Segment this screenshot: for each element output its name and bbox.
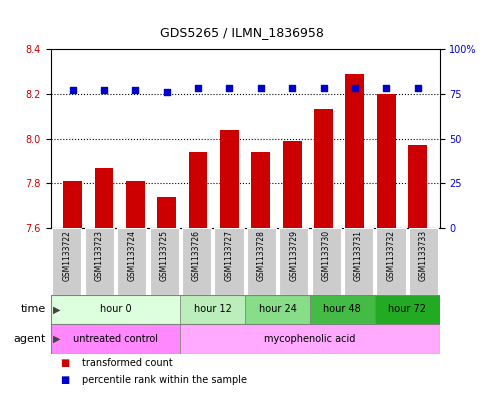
Text: GSM1133727: GSM1133727 [225,230,233,281]
Text: untreated control: untreated control [73,334,158,344]
Bar [376,228,406,295]
Point [320,85,327,92]
Point [257,85,265,92]
Text: GSM1133733: GSM1133733 [419,230,428,281]
Text: ■: ■ [60,358,70,367]
Point [163,89,170,95]
Text: GSM1133726: GSM1133726 [192,230,201,281]
Bar [180,295,245,324]
Bar [95,167,114,393]
Bar [85,228,114,295]
Bar [310,295,375,324]
Point [194,85,202,92]
Text: ■: ■ [60,375,70,385]
Text: GSM1133724: GSM1133724 [127,230,136,281]
Bar [51,324,180,354]
Text: mycophenolic acid: mycophenolic acid [264,334,355,344]
Text: hour 24: hour 24 [258,305,297,314]
Bar [345,74,364,393]
Bar [344,228,373,295]
Bar [157,196,176,393]
Bar [117,228,146,295]
Text: GSM1133732: GSM1133732 [386,230,396,281]
Text: GDS5265 / ILMN_1836958: GDS5265 / ILMN_1836958 [159,26,324,39]
Point [383,85,390,92]
Text: ▶: ▶ [53,305,61,314]
Text: time: time [21,305,46,314]
Text: GSM1133722: GSM1133722 [62,230,71,281]
Bar [220,130,239,393]
Bar [377,94,396,393]
Bar [51,295,180,324]
Bar [182,228,211,295]
Text: hour 12: hour 12 [194,305,232,314]
Point [414,85,422,92]
Point [100,87,108,94]
Point [351,85,359,92]
Bar [214,228,243,295]
Text: GSM1133725: GSM1133725 [159,230,169,281]
Bar [247,228,276,295]
Bar [189,152,208,393]
Text: GSM1133731: GSM1133731 [354,230,363,281]
Bar [126,181,145,393]
Bar [408,145,427,393]
Bar [63,181,82,393]
Text: ▶: ▶ [53,334,61,344]
Text: transformed count: transformed count [82,358,173,367]
Text: hour 72: hour 72 [388,305,426,314]
Bar [314,110,333,393]
Point [69,87,76,94]
Text: GSM1133728: GSM1133728 [257,230,266,281]
Point [226,85,233,92]
Bar [52,228,82,295]
Bar [180,324,440,354]
Point [288,85,296,92]
Bar [150,228,179,295]
Bar [279,228,308,295]
Text: hour 0: hour 0 [99,305,131,314]
Bar [375,295,440,324]
Bar [312,228,341,295]
Bar [283,141,301,393]
Bar [251,152,270,393]
Text: agent: agent [14,334,46,344]
Bar [409,228,438,295]
Text: GSM1133730: GSM1133730 [322,230,331,281]
Text: GSM1133729: GSM1133729 [289,230,298,281]
Text: hour 48: hour 48 [324,305,361,314]
Point [131,87,139,94]
Text: percentile rank within the sample: percentile rank within the sample [82,375,247,385]
Text: GSM1133723: GSM1133723 [95,230,104,281]
Bar [245,295,310,324]
